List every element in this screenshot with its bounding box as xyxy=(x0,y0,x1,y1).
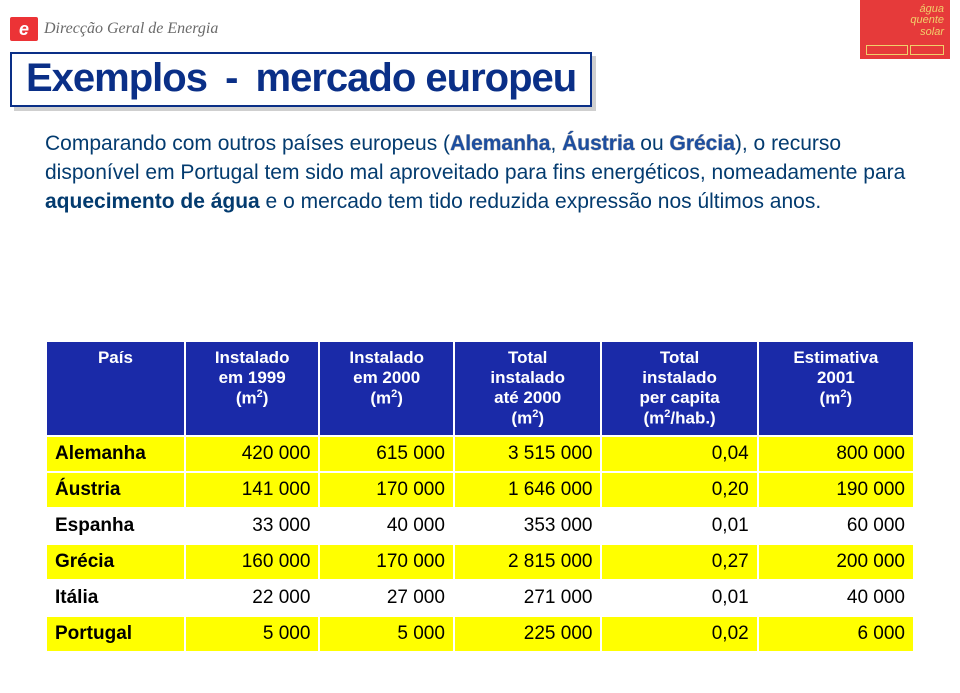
para-text: ou xyxy=(634,132,669,155)
title-word1: Exemplos xyxy=(26,56,207,100)
body-paragraph: Comparando com outros países europeus (A… xyxy=(45,130,915,217)
cell-value: 170 000 xyxy=(319,472,454,508)
th-text: Estimativa xyxy=(793,348,878,367)
cell-value: 615 000 xyxy=(319,436,454,472)
table-row: Grécia160 000170 0002 815 0000,27200 000 xyxy=(46,544,914,580)
cell-value: 271 000 xyxy=(454,580,602,616)
th-text: Instalado xyxy=(215,348,290,367)
th-text: em 2000 xyxy=(353,368,420,387)
table-header-row: País Instalado em 1999 (m2) Instalado em… xyxy=(46,341,914,436)
cell-value: 0,04 xyxy=(601,436,757,472)
cell-country: Itália xyxy=(46,580,185,616)
cell-value: 190 000 xyxy=(758,472,914,508)
th-text: (m xyxy=(643,409,664,428)
title-dash: - xyxy=(217,56,245,100)
cell-value: 22 000 xyxy=(185,580,320,616)
cell-value: 225 000 xyxy=(454,616,602,652)
badge-agua-quente-solar: água quente solar xyxy=(860,0,950,59)
cell-value: 6 000 xyxy=(758,616,914,652)
th-text: até 2000 xyxy=(494,388,561,407)
cell-value: 170 000 xyxy=(319,544,454,580)
cell-value: 5 000 xyxy=(319,616,454,652)
cell-country: Alemanha xyxy=(46,436,185,472)
data-table-wrap: País Instalado em 1999 (m2) Instalado em… xyxy=(45,340,915,653)
table-body: Alemanha420 000615 0003 515 0000,04800 0… xyxy=(46,436,914,652)
cell-value: 2 815 000 xyxy=(454,544,602,580)
cell-value: 0,01 xyxy=(601,580,757,616)
th-text: ) xyxy=(397,389,403,408)
cell-value: 40 000 xyxy=(758,580,914,616)
table-row: Itália22 00027 000271 0000,0140 000 xyxy=(46,580,914,616)
cell-value: 200 000 xyxy=(758,544,914,580)
table-row: Espanha33 00040 000353 0000,0160 000 xyxy=(46,508,914,544)
cell-country: Espanha xyxy=(46,508,185,544)
cell-value: 141 000 xyxy=(185,472,320,508)
highlight-austria: Áustria xyxy=(562,132,634,155)
th-text: ) xyxy=(263,389,269,408)
th-text: ) xyxy=(846,389,852,408)
th-text: (m xyxy=(820,389,841,408)
th-text: instalado xyxy=(642,368,717,387)
cell-value: 160 000 xyxy=(185,544,320,580)
org-name: Direcção Geral de Energia xyxy=(44,20,218,38)
cell-value: 353 000 xyxy=(454,508,602,544)
highlight-alemanha: Alemanha xyxy=(450,132,550,155)
th-text: instalado xyxy=(490,368,565,387)
th-text: 2001 xyxy=(817,368,855,387)
th-text: /hab.) xyxy=(670,409,715,428)
col-pais: País xyxy=(46,341,185,436)
th-text: Total xyxy=(660,348,699,367)
para-text: e o mercado tem tido reduzida expressão … xyxy=(260,190,821,213)
cell-country: Áustria xyxy=(46,472,185,508)
th-text: em 1999 xyxy=(219,368,286,387)
badge-decoration xyxy=(866,41,944,55)
cell-value: 40 000 xyxy=(319,508,454,544)
para-text: , xyxy=(550,132,562,155)
title-word2: mercado europeu xyxy=(256,56,577,100)
cell-value: 5 000 xyxy=(185,616,320,652)
col-total-ate-2000: Total instalado até 2000 (m2) xyxy=(454,341,602,436)
bold-aquecimento: aquecimento de água xyxy=(45,190,260,213)
th-text: per capita xyxy=(639,388,719,407)
cell-value: 3 515 000 xyxy=(454,436,602,472)
cell-value: 1 646 000 xyxy=(454,472,602,508)
cell-value: 0,27 xyxy=(601,544,757,580)
col-instalado-2000: Instalado em 2000 (m2) xyxy=(319,341,454,436)
th-text: Total xyxy=(508,348,547,367)
th-text: (m xyxy=(511,409,532,428)
table-row: Portugal5 0005 000225 0000,026 000 xyxy=(46,616,914,652)
th-text: (m xyxy=(370,389,391,408)
cell-value: 33 000 xyxy=(185,508,320,544)
col-per-capita: Total instalado per capita (m2/hab.) xyxy=(601,341,757,436)
slide-title: Exemplos - mercado europeu xyxy=(26,56,576,101)
cell-value: 60 000 xyxy=(758,508,914,544)
cell-value: 800 000 xyxy=(758,436,914,472)
title-box: Exemplos - mercado europeu xyxy=(10,52,592,107)
highlight-grecia: Grécia xyxy=(670,132,735,155)
data-table: País Instalado em 1999 (m2) Instalado em… xyxy=(45,340,915,653)
col-instalado-1999: Instalado em 1999 (m2) xyxy=(185,341,320,436)
cell-value: 27 000 xyxy=(319,580,454,616)
th-text: Instalado xyxy=(349,348,424,367)
table-row: Áustria141 000170 0001 646 0000,20190 00… xyxy=(46,472,914,508)
cell-value: 0,02 xyxy=(601,616,757,652)
col-estimativa-2001: Estimativa 2001 (m2) xyxy=(758,341,914,436)
logo-icon: e xyxy=(10,17,38,41)
slide: e Direcção Geral de Energia água quente … xyxy=(0,0,960,693)
badge-line3: solar xyxy=(866,27,944,39)
cell-value: 420 000 xyxy=(185,436,320,472)
logo-block: e Direcção Geral de Energia xyxy=(10,17,218,41)
table-row: Alemanha420 000615 0003 515 0000,04800 0… xyxy=(46,436,914,472)
para-text: Comparando com outros países europeus ( xyxy=(45,132,450,155)
th-text: ) xyxy=(538,409,544,428)
cell-country: Grécia xyxy=(46,544,185,580)
cell-value: 0,01 xyxy=(601,508,757,544)
top-bar: e Direcção Geral de Energia água quente … xyxy=(10,10,950,48)
cell-country: Portugal xyxy=(46,616,185,652)
th-text: (m xyxy=(236,389,257,408)
cell-value: 0,20 xyxy=(601,472,757,508)
